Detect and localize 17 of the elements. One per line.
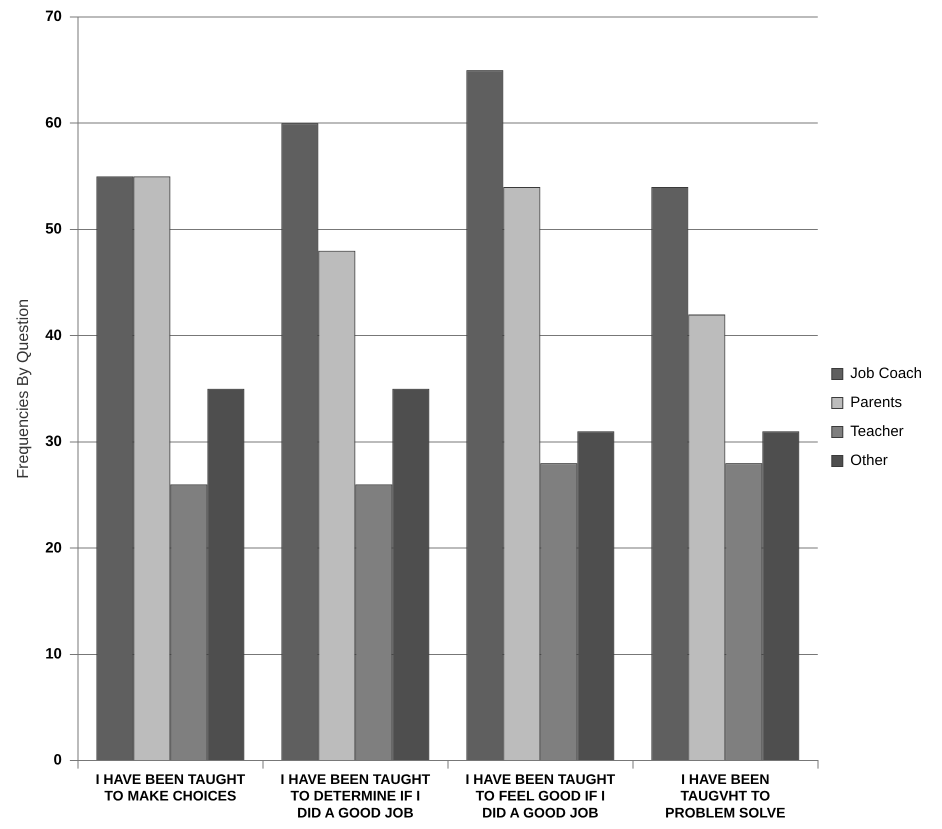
y-tick-label: 70: [45, 8, 62, 26]
legend-label: Job Coach: [850, 365, 922, 382]
legend-label: Parents: [850, 394, 902, 412]
x-tick-label: I HAVE BEEN TAUGHT TO MAKE CHOICES: [96, 770, 246, 804]
y-tick-label: 30: [45, 433, 62, 450]
y-tick-label: 60: [45, 114, 62, 132]
x-tick-label: I HAVE BEEN TAUGVHT TO PROBLEM SOLVE: [665, 770, 786, 820]
legend-label: Teacher: [850, 423, 904, 440]
y-tick-label: 10: [45, 646, 62, 663]
y-tick-label: 50: [45, 220, 62, 238]
y-tick-label: 20: [45, 539, 62, 556]
legend-label: Other: [850, 452, 888, 470]
y-axis-title: Frequencies By Question: [15, 298, 32, 479]
x-tick-label: I HAVE BEEN TAUGHT TO FEEL GOOD IF I DID A GOOD JOB: [466, 770, 616, 820]
y-tick-label: 40: [45, 326, 62, 344]
x-tick-label: I HAVE BEEN TAUGHT TO DETERMINE IF I DID A GOOD JOB: [280, 770, 431, 820]
y-tick-label: 0: [54, 752, 62, 769]
